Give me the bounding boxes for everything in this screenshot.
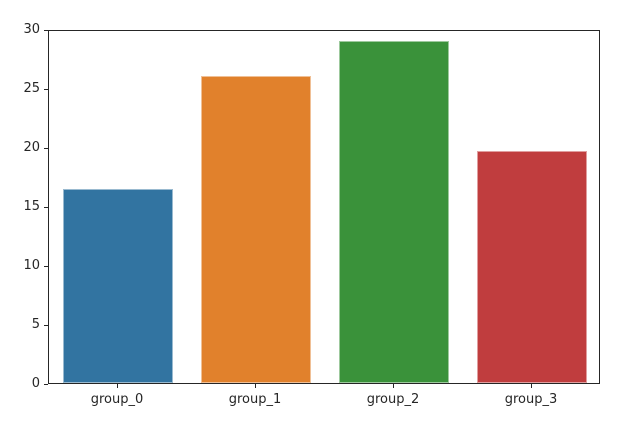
y-axis-tick-label: 15 xyxy=(23,199,40,214)
x-axis-tick-mark xyxy=(392,384,394,388)
y-axis-tick-label: 0 xyxy=(31,376,40,391)
x-axis-tick-label: group_1 xyxy=(228,392,282,407)
y-axis-tick-mark xyxy=(44,88,48,90)
y-axis-tick-label: 30 xyxy=(23,22,40,37)
y-axis-tick-label: 5 xyxy=(31,317,40,332)
y-axis-tick-mark xyxy=(44,206,48,208)
y-axis-tick-mark xyxy=(44,265,48,267)
y-axis-tick-mark xyxy=(44,383,48,385)
bar-group_2 xyxy=(338,40,450,383)
x-axis-tick-mark xyxy=(116,384,118,388)
y-axis-tick-mark xyxy=(44,147,48,149)
x-axis-tick-mark xyxy=(530,384,532,388)
bar-group_0 xyxy=(62,189,174,383)
x-axis-tick-label: group_2 xyxy=(366,392,420,407)
y-axis-tick-mark xyxy=(44,29,48,31)
y-axis-tick-label: 10 xyxy=(23,258,40,273)
y-axis-tick-label: 25 xyxy=(23,81,40,96)
plot-area xyxy=(48,30,600,384)
x-axis-tick-label: group_3 xyxy=(504,392,558,407)
bar-group_3 xyxy=(476,150,588,383)
bar-group_1 xyxy=(200,76,312,383)
y-axis-tick-mark xyxy=(44,324,48,326)
x-axis-tick-mark xyxy=(254,384,256,388)
y-axis-tick-label: 20 xyxy=(23,140,40,155)
x-axis-tick-label: group_0 xyxy=(90,392,144,407)
